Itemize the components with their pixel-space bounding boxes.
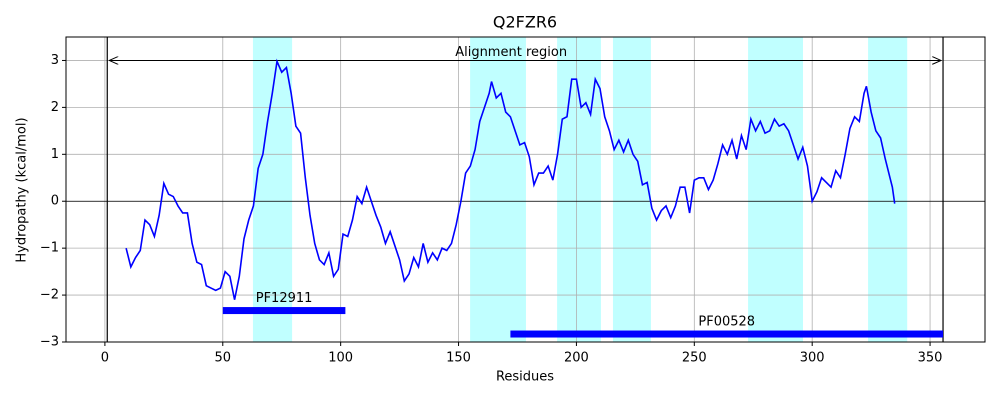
y-tick-label: 2 <box>51 100 59 115</box>
y-tick-label: 1 <box>51 147 59 162</box>
x-tick-label: 200 <box>564 351 589 366</box>
x-tick-label: 300 <box>800 351 825 366</box>
y-tick-label: 3 <box>51 53 59 68</box>
y-tick-label: −1 <box>40 241 59 256</box>
y-axis-label: Hydropathy (kcal/mol) <box>15 117 30 262</box>
highlight-region <box>748 37 803 342</box>
x-tick-label: 350 <box>918 351 943 366</box>
x-tick-label: 50 <box>215 351 232 366</box>
domain-bar <box>222 307 346 315</box>
highlight-region <box>470 37 526 342</box>
data-line <box>125 58 896 300</box>
highlight-region <box>868 37 908 342</box>
x-tick-label: 250 <box>682 351 707 366</box>
y-tick-label: −3 <box>40 335 59 350</box>
domain-label: PF00528 <box>698 315 755 330</box>
x-tick-label: 150 <box>446 351 471 366</box>
alignment-label: Alignment region <box>455 45 567 60</box>
x-axis-label: Residues <box>496 370 554 385</box>
chart-title: Q2FZR6 <box>493 13 557 32</box>
x-tick-label: 100 <box>328 351 353 366</box>
y-tick-label: −2 <box>40 288 59 303</box>
domain-label: PF12911 <box>256 291 313 306</box>
highlight-region <box>612 37 651 342</box>
plot-frame <box>65 36 986 343</box>
y-tick-label: 0 <box>51 194 59 209</box>
domain-bar <box>510 330 944 338</box>
x-tick-label: 0 <box>101 351 109 366</box>
